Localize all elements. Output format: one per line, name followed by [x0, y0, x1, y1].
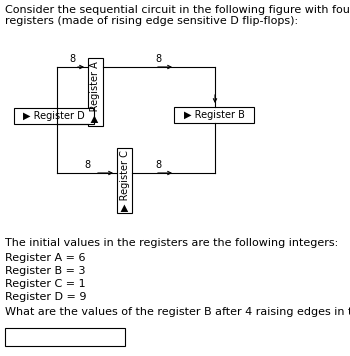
Text: The initial values in the registers are the following integers:: The initial values in the registers are … [5, 238, 338, 248]
Bar [14, 108, 94, 124]
Text: Register B = 3: Register B = 3 [5, 266, 85, 276]
Text: 8: 8 [69, 54, 75, 64]
Text: ▶ Register A: ▶ Register A [91, 62, 100, 122]
Text: Consider the sequential circuit in the following figure with four 4-bit: Consider the sequential circuit in the f… [5, 5, 350, 15]
Text: ▶ Register C: ▶ Register C [119, 150, 130, 211]
Text: 8: 8 [155, 54, 161, 64]
Bar [88, 58, 103, 126]
Text: Register D = 9: Register D = 9 [5, 292, 86, 302]
Text: ▶ Register B: ▶ Register B [183, 110, 244, 120]
Text: registers (made of rising edge sensitive D flip-flops):: registers (made of rising edge sensitive… [5, 16, 298, 26]
Text: Register C = 1: Register C = 1 [5, 279, 86, 289]
Text: Register A = 6: Register A = 6 [5, 253, 85, 263]
Bar [174, 107, 254, 123]
Bar [117, 148, 132, 213]
Text: 8: 8 [84, 160, 90, 170]
Text: 8: 8 [155, 160, 161, 170]
Text: What are the values of the register B after 4 raising edges in the clock?: What are the values of the register B af… [5, 307, 350, 317]
Text: ▶ Register D: ▶ Register D [23, 111, 85, 121]
Bar [5, 328, 125, 346]
